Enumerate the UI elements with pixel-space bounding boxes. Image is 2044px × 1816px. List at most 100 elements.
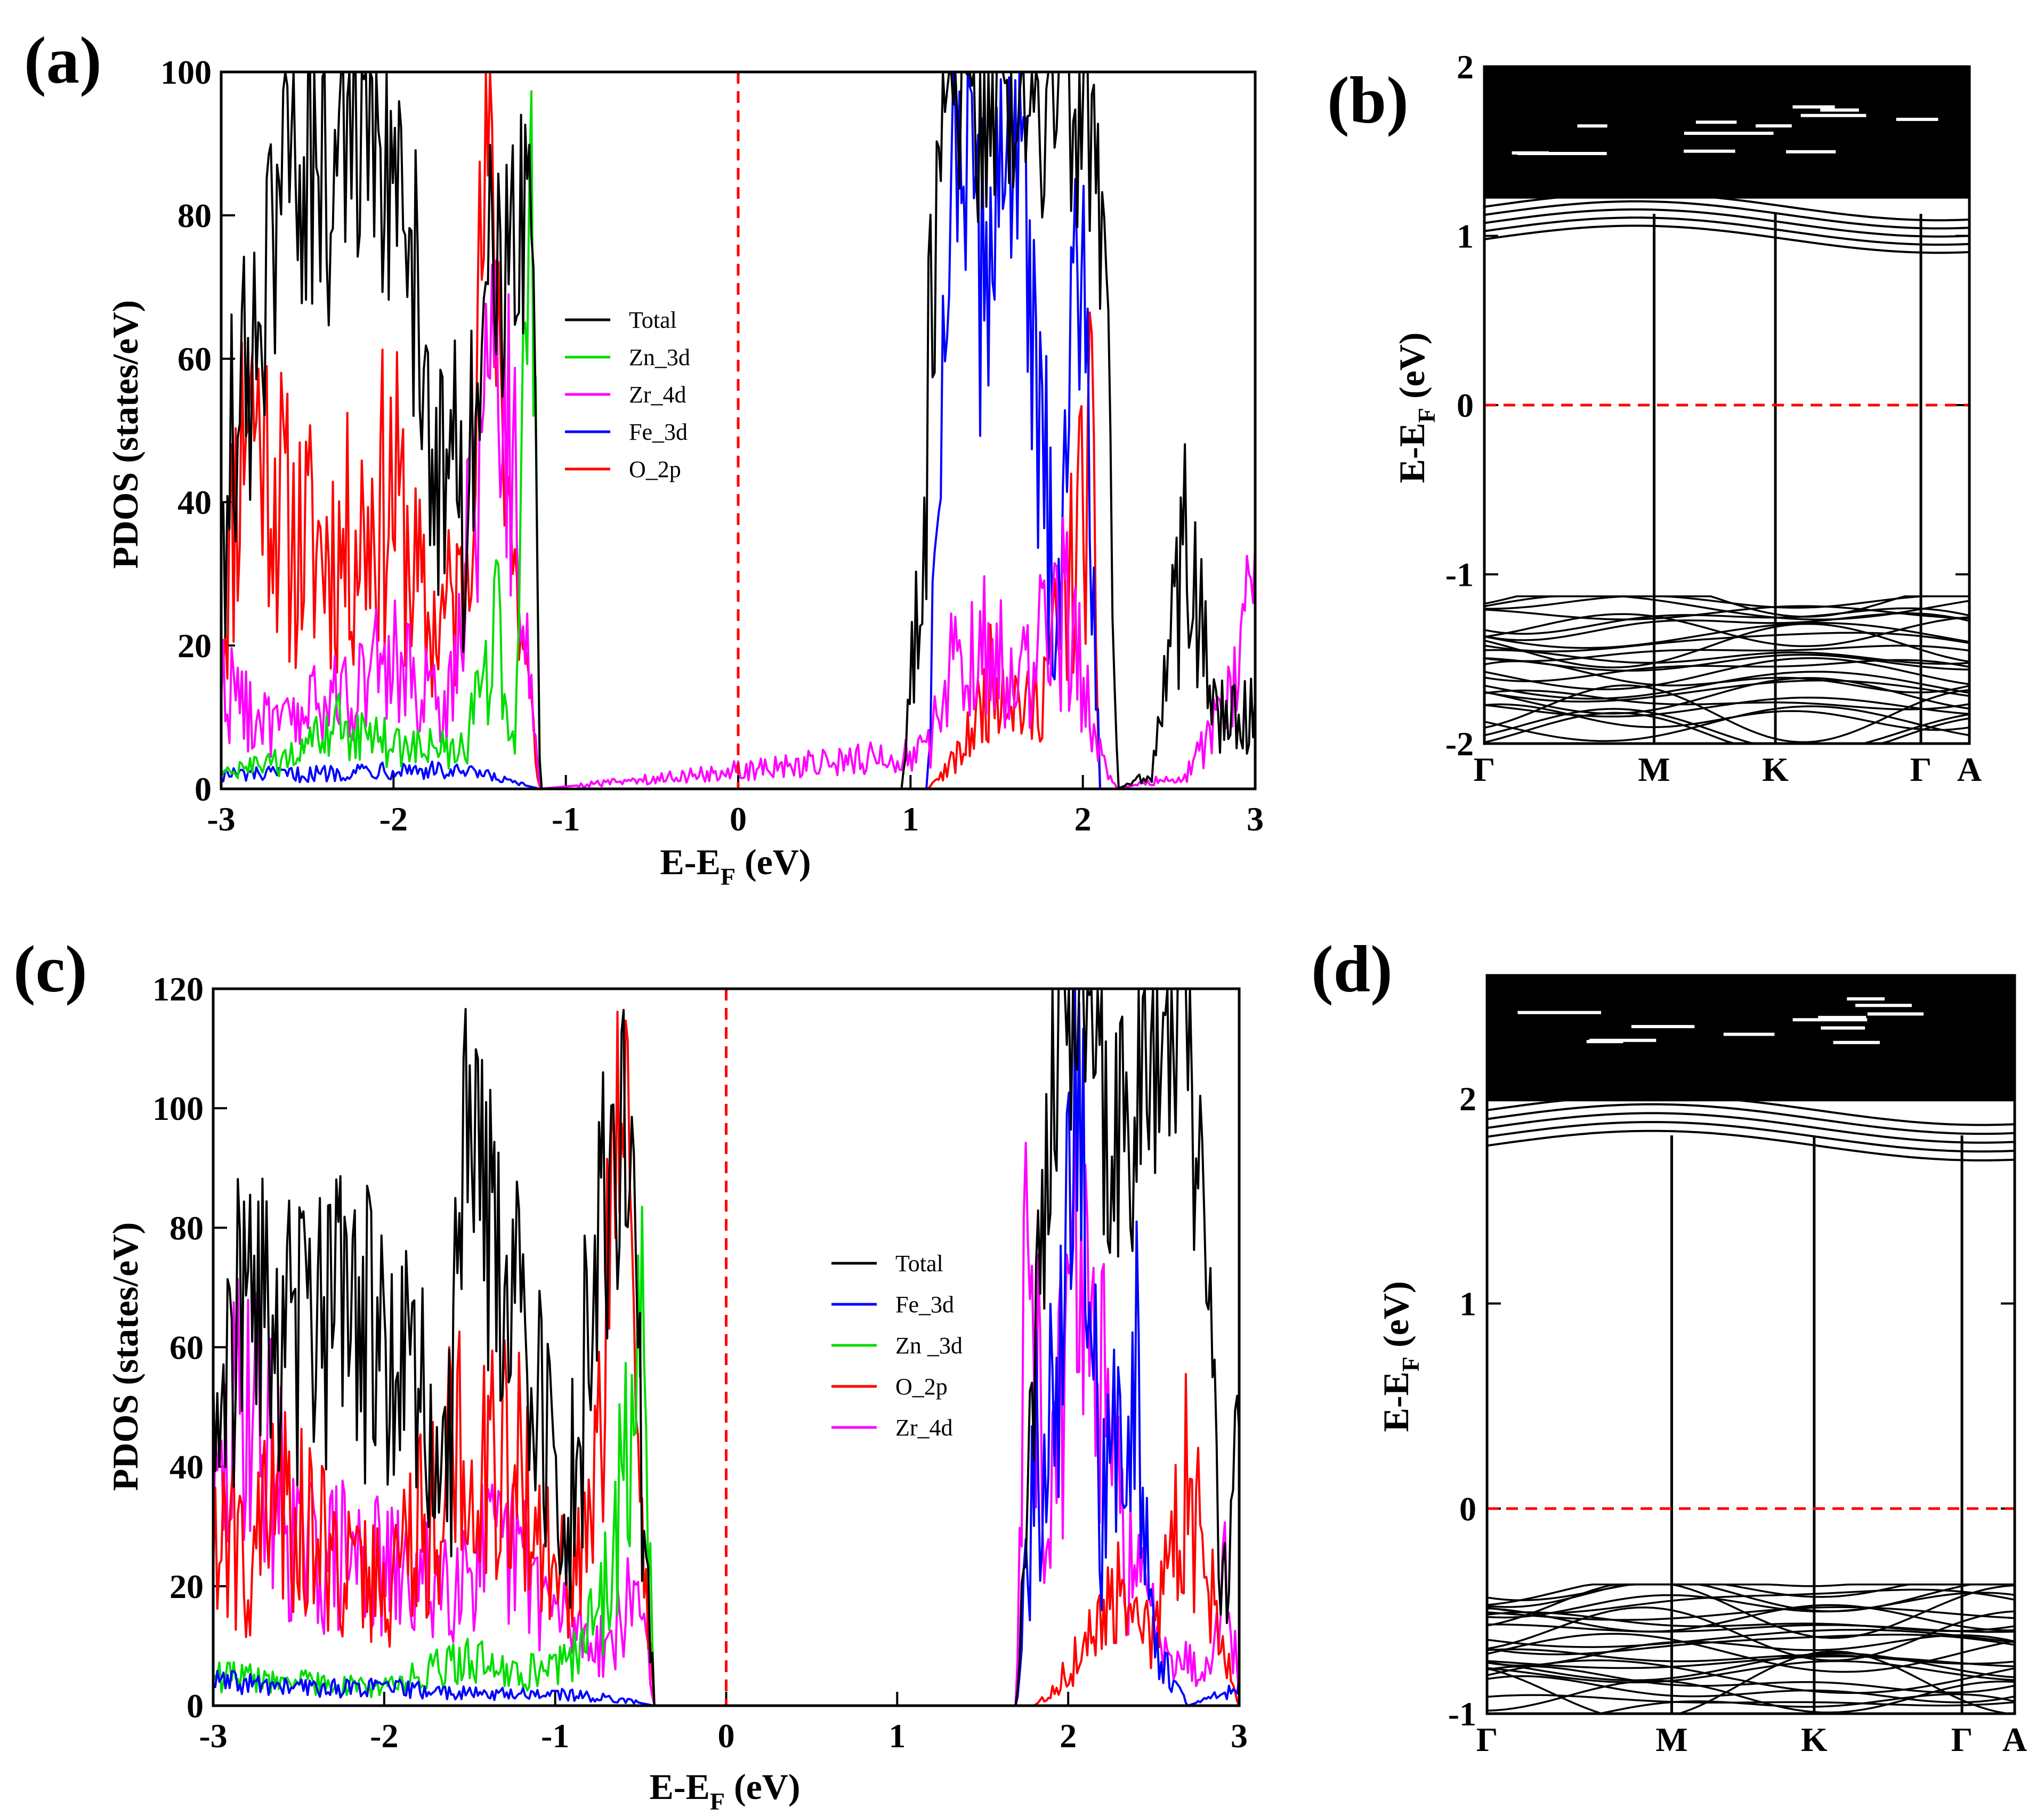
conduction-band-line — [1486, 1121, 2015, 1153]
band-gap-highlight — [1800, 114, 1867, 117]
valence-band-line — [1486, 1659, 2015, 1694]
y-tick-label: 0 — [187, 1687, 204, 1725]
band-gap-highlight — [1755, 124, 1792, 128]
conduction-band-line — [1484, 224, 1970, 254]
panel-a-label: (a) — [24, 24, 102, 98]
valence-band-line — [1484, 712, 1970, 745]
panel-b-label: (b) — [1327, 64, 1409, 138]
panel-d-frame — [1485, 974, 2016, 1715]
valence-band-line — [1486, 1652, 2015, 1682]
conduction-band-line — [1486, 1129, 2015, 1161]
y-tick-label: 1 — [1457, 217, 1474, 255]
band-gap-highlight — [1517, 152, 1607, 156]
valence-band-line — [1486, 1694, 2015, 1707]
band-gap-highlight — [1818, 1015, 1867, 1019]
valence-band-line — [1486, 1606, 2015, 1621]
y-tick-label: 100 — [152, 1089, 204, 1127]
panel-c-y-axis-title: PDOS (states/eV) — [105, 1222, 146, 1491]
y-tick-label: 80 — [177, 197, 212, 235]
valence-band-line — [1486, 1660, 2015, 1684]
panel-c-x-axis-title: E-EF (eV) — [649, 1766, 800, 1815]
conduction-band-line — [1484, 208, 1970, 238]
valence-band-line — [1484, 657, 1970, 691]
valence-band-line — [1486, 1675, 2015, 1704]
conduction-band-line — [1486, 1103, 2015, 1135]
valence-band-line — [1484, 613, 1970, 648]
y-tick-label: 100 — [160, 53, 212, 91]
k-point-label: A — [1957, 750, 1982, 788]
band-gap-highlight — [1577, 124, 1607, 128]
legend-label: O_2p — [629, 456, 681, 482]
legend-label: Fe_3d — [629, 419, 688, 445]
x-tick-label: -1 — [541, 1717, 569, 1755]
k-point-label: A — [2002, 1721, 2027, 1758]
y-tick-label: 40 — [177, 483, 212, 521]
conduction-band-line — [1484, 216, 1970, 246]
x-tick-label: -2 — [370, 1717, 398, 1755]
band-gap-highlight — [1786, 150, 1836, 154]
legend-label: Zr_4d — [629, 382, 686, 408]
conduction-band-line — [1486, 1094, 2015, 1126]
valence-band-line — [1484, 708, 1970, 745]
valence-band-line — [1484, 622, 1970, 649]
x-tick-label: -2 — [379, 800, 408, 838]
valence-band-line — [1486, 1665, 2015, 1694]
valence-band-line — [1484, 612, 1970, 641]
x-tick-label: 0 — [718, 1717, 735, 1755]
y-tick-label: 2 — [1457, 48, 1474, 86]
k-point-label: K — [1801, 1721, 1828, 1758]
x-tick-label: 1 — [902, 800, 919, 838]
panel-a-legend: Total Zn_3d Zr_4d Fe_3d O_2p — [565, 307, 690, 482]
panel-b-band-lines — [1484, 67, 1970, 745]
panel-a-y-axis-title: PDOS (states/eV) — [105, 300, 146, 569]
band-gap-highlight — [1695, 120, 1737, 124]
x-tick-label: -3 — [207, 800, 235, 838]
y-tick-label: 80 — [169, 1209, 204, 1247]
panel-a-x-ticks: -3 -2 -1 0 1 2 3 — [207, 775, 1264, 838]
conduction-band-line — [1484, 200, 1970, 230]
band-gap-highlight — [1820, 108, 1859, 112]
y-tick-label: 20 — [169, 1568, 204, 1605]
k-point-label: M — [1655, 1721, 1687, 1758]
band-gap-highlight — [1517, 1011, 1602, 1014]
panel-c-legend: Total Fe_3d Zn _3d O_2p Zr_4d — [831, 1250, 963, 1441]
x-tick-label: 0 — [730, 800, 747, 838]
x-tick-label: 2 — [1074, 800, 1092, 838]
y-tick-label: 0 — [1457, 386, 1474, 424]
legend-label: O_2p — [895, 1374, 948, 1400]
x-tick-label: -1 — [552, 800, 580, 838]
y-tick-label: 60 — [177, 340, 212, 378]
valence-band-line — [1486, 1588, 2015, 1614]
legend-label: Total — [895, 1250, 943, 1277]
band-gap-highlight — [1684, 132, 1774, 135]
valence-band-line — [1484, 689, 1970, 711]
panel-a-x-axis-title: E-EF (eV) — [660, 842, 811, 890]
band-gap-highlight — [1867, 1012, 1924, 1016]
legend-label: Zn_3d — [629, 344, 690, 370]
x-tick-label: 3 — [1231, 1717, 1248, 1755]
valence-band-line — [1484, 677, 1970, 715]
x-tick-label: 1 — [888, 1717, 906, 1755]
band-gap-highlight — [1684, 149, 1735, 153]
k-point-label: Γ — [1910, 750, 1932, 788]
conduction-band-line — [1484, 192, 1970, 222]
band-gap-highlight — [1723, 1032, 1775, 1036]
panel-b-frame — [1483, 65, 1971, 745]
band-gap-highlight — [1847, 997, 1885, 1000]
valence-band-line — [1484, 653, 1970, 672]
conduction-band-line — [1486, 1112, 2015, 1144]
valence-band-line — [1486, 1592, 2015, 1619]
valence-band-line — [1484, 644, 1970, 663]
band-gap-highlight — [1631, 1024, 1695, 1028]
valence-band-line — [1486, 1655, 2015, 1669]
panel-d-y-axis-title: E-EF (eV) — [1376, 1281, 1424, 1432]
panel-c-y-ticks: 0 20 40 60 80 100 120 — [152, 970, 227, 1725]
y-tick-label: 0 — [1459, 1490, 1476, 1528]
panel-a-y-ticks: 0 20 40 60 80 100 — [160, 53, 235, 808]
conduction-band-block — [1487, 975, 2015, 1102]
panel-b-y-axis-title: E-EF (eV) — [1392, 332, 1440, 483]
